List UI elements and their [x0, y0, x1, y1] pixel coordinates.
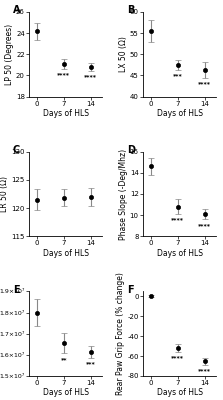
Y-axis label: Phase Slope (-Deg/Mhz): Phase Slope (-Deg/Mhz) — [119, 148, 128, 240]
Text: ****: **** — [171, 218, 184, 222]
Text: ****: **** — [198, 81, 211, 86]
Text: D: D — [127, 145, 135, 155]
Text: C: C — [13, 145, 20, 155]
Text: ****: **** — [57, 72, 70, 78]
Text: **: ** — [60, 357, 67, 362]
X-axis label: Days of HLS: Days of HLS — [43, 248, 89, 258]
Text: ****: **** — [198, 223, 211, 228]
Text: B: B — [127, 5, 134, 15]
X-axis label: Days of HLS: Days of HLS — [157, 109, 202, 118]
Text: A: A — [13, 5, 20, 15]
Text: ****: **** — [171, 356, 184, 360]
Y-axis label: LR 50 (Ω): LR 50 (Ω) — [0, 176, 9, 212]
Y-axis label: LP 50 (Degrees): LP 50 (Degrees) — [5, 24, 14, 85]
Text: ***: *** — [173, 73, 182, 78]
X-axis label: Days of HLS: Days of HLS — [157, 388, 202, 397]
X-axis label: Days of HLS: Days of HLS — [157, 248, 202, 258]
Text: ***: *** — [86, 361, 96, 366]
Text: ****: **** — [84, 75, 97, 80]
Y-axis label: Rear Paw Grip Force (% change): Rear Paw Grip Force (% change) — [116, 272, 125, 395]
X-axis label: Days of HLS: Days of HLS — [43, 388, 89, 397]
Text: ****: **** — [198, 368, 211, 373]
Text: F: F — [127, 284, 133, 294]
Y-axis label: LX 50 (Ω): LX 50 (Ω) — [119, 36, 128, 72]
X-axis label: Days of HLS: Days of HLS — [43, 109, 89, 118]
Text: E: E — [13, 284, 19, 294]
